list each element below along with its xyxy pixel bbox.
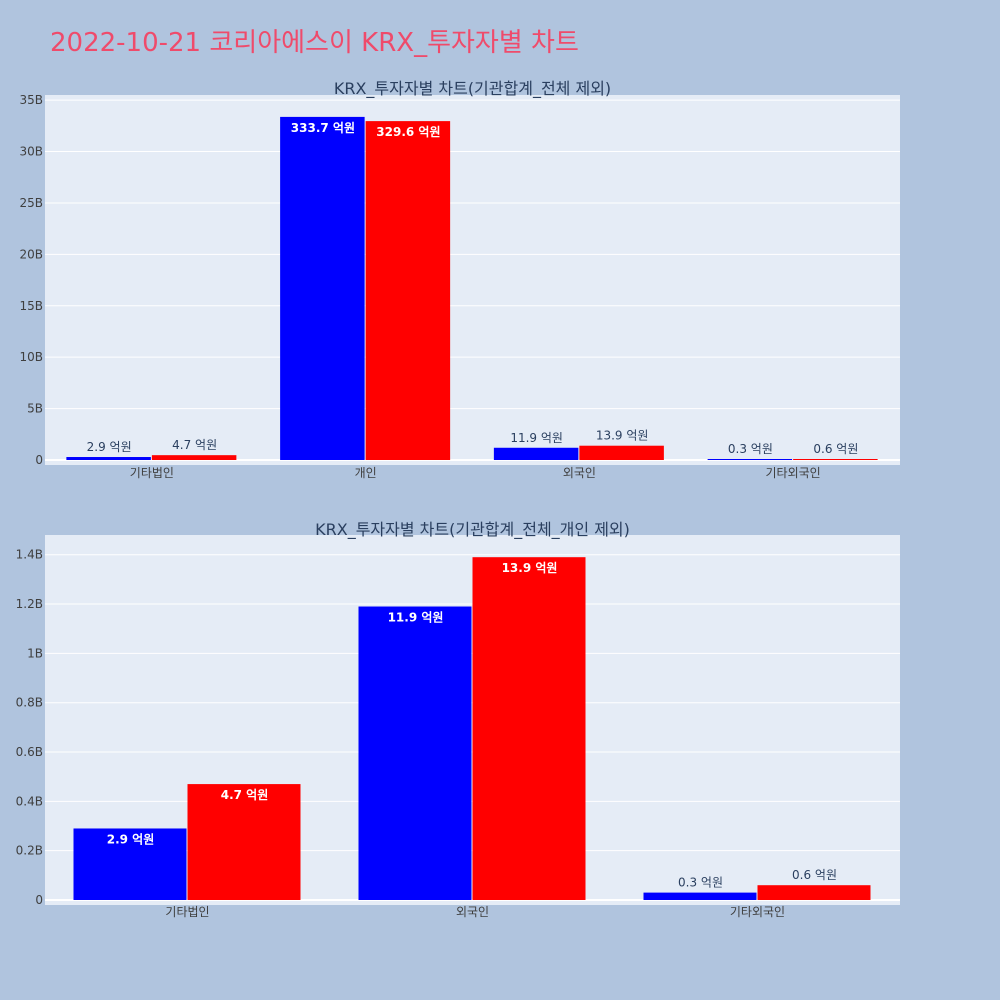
x-tick-label: 외국인 [563, 466, 596, 480]
bar-data-label: 329.6 억원 [376, 125, 440, 139]
plot-area [45, 95, 900, 465]
bar-data-label: 0.3 억원 [678, 876, 723, 890]
bar [358, 606, 472, 900]
x-tick-label: 기타외국인 [766, 466, 821, 480]
y-tick-label: 1.4B [16, 548, 43, 562]
bar-data-label: 333.7 억원 [291, 121, 355, 135]
bar [757, 885, 871, 900]
bar [793, 459, 878, 460]
bar-data-label: 2.9 억원 [87, 440, 132, 454]
y-tick-label: 5B [27, 402, 43, 416]
y-tick-label: 0.8B [16, 696, 43, 710]
chart-title: KRX_투자자별 차트(기관합계_전체 제외) [334, 79, 611, 99]
bar-data-label: 0.6 억원 [813, 442, 858, 456]
y-tick-label: 0 [35, 453, 43, 467]
bar-data-label: 13.9 억원 [502, 561, 558, 575]
y-tick-label: 1B [27, 646, 43, 660]
bar-data-label: 4.7 억원 [172, 438, 217, 452]
y-tick-label: 30B [19, 145, 43, 159]
bar-data-label: 13.9 억원 [596, 429, 649, 443]
bar-data-label: 2.9 억원 [107, 832, 155, 846]
bar [151, 455, 237, 460]
bar [280, 116, 365, 461]
y-tick-label: 1.2B [16, 597, 43, 611]
bar [472, 557, 586, 900]
x-tick-label: 개인 [355, 466, 377, 480]
bar-data-label: 11.9 억원 [388, 611, 444, 625]
bar [365, 121, 451, 461]
bar [187, 784, 301, 900]
page-title: 2022-10-21 코리아에스이 KRX_투자자별 차트 [50, 28, 579, 58]
bar [493, 447, 579, 460]
bar [707, 459, 793, 460]
y-tick-label: 0.4B [16, 794, 43, 808]
y-tick-label: 25B [19, 196, 43, 210]
chart-title: KRX_투자자별 차트(기관합계_전체_개인 제외) [315, 520, 630, 540]
x-tick-label: 기타외국인 [730, 905, 785, 919]
chart-top: 0 5B 10B 15B 20B 25B 30B 35B KRX_투자자별 차트(기관합계_전체… [19, 79, 900, 480]
y-tick-label: 0.2B [16, 844, 43, 858]
x-tick-label: 외국인 [456, 905, 489, 919]
y-tick-label: 20B [19, 247, 43, 261]
y-tick-label: 35B [19, 93, 43, 107]
bar-data-label: 4.7 억원 [221, 788, 269, 802]
bar [73, 828, 187, 900]
bar-data-label: 11.9 억원 [510, 431, 563, 445]
x-tick-label: 기타법인 [165, 905, 209, 919]
x-tick-label: 기타법인 [130, 466, 174, 480]
bar-data-label: 0.6 억원 [792, 868, 837, 882]
y-tick-label: 15B [19, 299, 43, 313]
bar [643, 892, 757, 900]
y-tick-label: 10B [19, 350, 43, 364]
y-tick-label: 0 [35, 893, 43, 907]
bar-data-label: 0.3 억원 [728, 442, 773, 456]
bar [579, 445, 664, 460]
y-tick-label: 0.6B [16, 745, 43, 759]
bar [66, 457, 151, 460]
